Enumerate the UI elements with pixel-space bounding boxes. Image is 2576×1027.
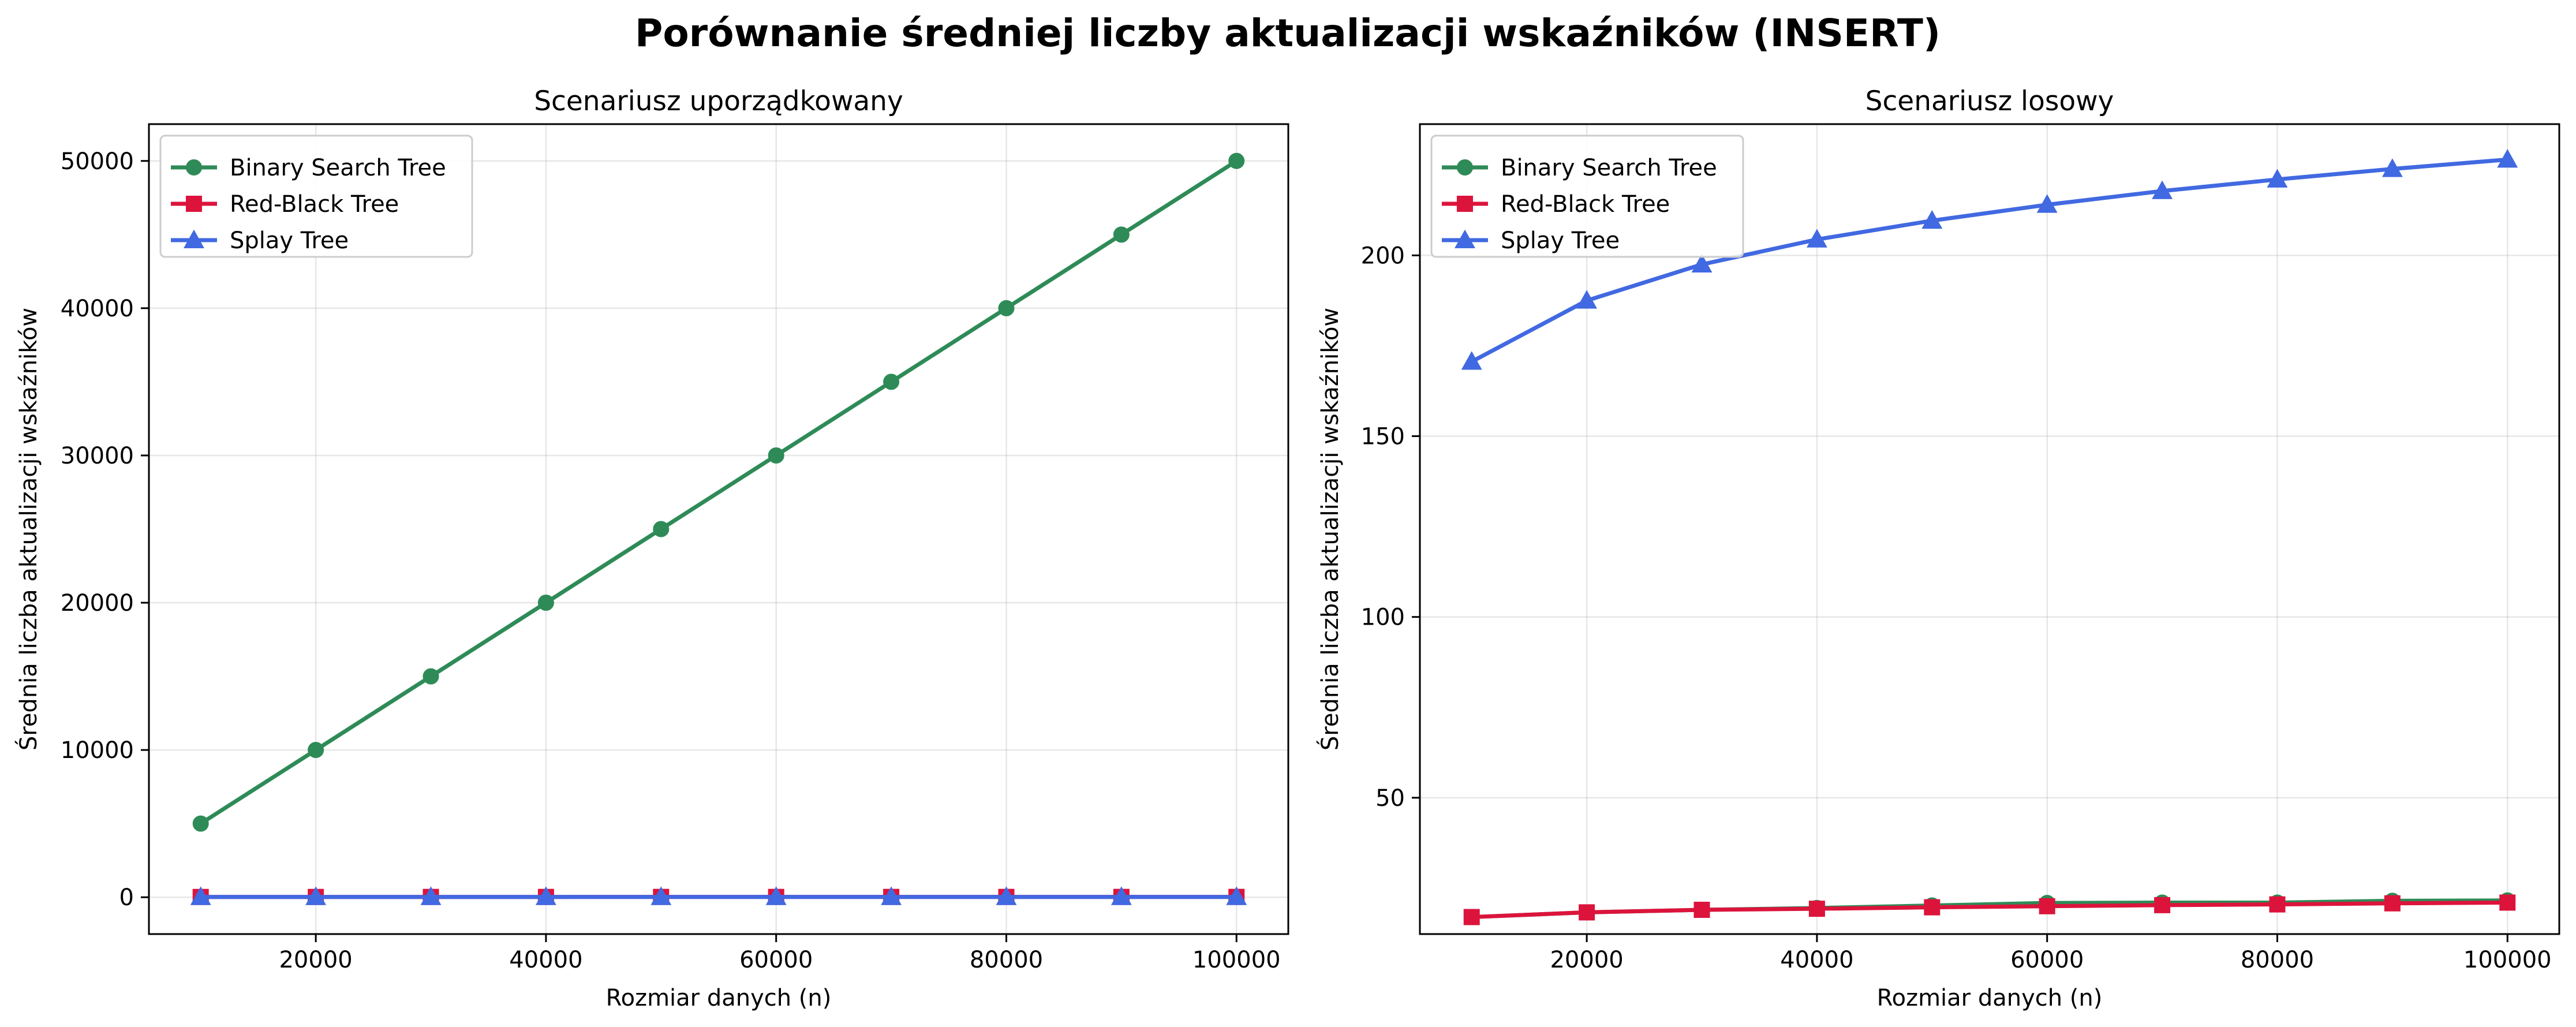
x-tick-label: 100000 <box>2463 947 2552 973</box>
series-line-binary-search-tree <box>199 159 1239 826</box>
series-group <box>190 152 1247 905</box>
data-point-binary-search-tree <box>1228 152 1245 169</box>
data-point-red-black-tree <box>1808 901 1825 917</box>
data-point-splay-tree <box>1921 210 1943 229</box>
y-tick-label: 150 <box>1361 424 1405 450</box>
legend-marker-splay-tree <box>1455 229 1475 248</box>
chart-title: Scenariusz uporządkowany <box>534 85 903 117</box>
data-point-splay-tree <box>1226 886 1247 905</box>
data-point-binary-search-tree <box>768 447 784 464</box>
y-tick-label: 40000 <box>61 296 134 322</box>
x-tick-label: 20000 <box>279 947 352 973</box>
y-tick-label: 50 <box>1375 785 1405 812</box>
x-tick-label: 60000 <box>2010 947 2084 973</box>
data-point-red-black-tree <box>2384 895 2401 912</box>
y-tick-label: 100 <box>1361 604 1405 631</box>
series-group <box>1461 149 2518 925</box>
chart-panel-random: 20000 40000 60000 80000 100000 50 100 150 200 Sce… <box>1316 85 2560 1011</box>
chart-title: Scenariusz losowy <box>1865 85 2114 117</box>
legend-marker-red-black-tree <box>186 196 202 212</box>
data-point-splay-tree <box>650 886 672 905</box>
data-point-splay-tree <box>190 886 211 905</box>
figure-title: Porównanie średniej liczby aktualizacji … <box>635 11 1941 55</box>
data-point-splay-tree <box>1691 253 1713 273</box>
data-point-red-black-tree <box>1693 902 1710 918</box>
x-tick-label: 80000 <box>2241 947 2314 973</box>
legend-label-red-black-tree: Red-Black Tree <box>230 191 399 218</box>
legend-box <box>1430 135 1744 258</box>
legend-marker-red-black-tree <box>1457 196 1473 212</box>
data-point-splay-tree <box>2381 158 2403 177</box>
data-point-splay-tree <box>2497 149 2518 168</box>
y-tick-label: 20000 <box>61 590 134 617</box>
data-point-red-black-tree <box>1924 899 1941 916</box>
data-point-binary-search-tree <box>423 668 439 685</box>
legend-label-binary-search-tree: Binary Search Tree <box>230 155 446 181</box>
data-point-red-black-tree <box>1579 904 1595 921</box>
y-tick-label: 30000 <box>61 443 134 469</box>
data-point-red-black-tree <box>2039 898 2055 914</box>
data-point-splay-tree <box>305 886 327 905</box>
data-point-binary-search-tree <box>537 595 554 611</box>
legend-marker-splay-tree <box>184 229 204 248</box>
data-point-splay-tree <box>1461 351 1482 370</box>
data-point-splay-tree <box>1111 886 1132 905</box>
plot-frame <box>148 123 1289 935</box>
data-point-splay-tree <box>881 886 902 905</box>
data-point-splay-tree <box>535 886 556 905</box>
data-point-red-black-tree <box>1463 909 1480 925</box>
legend-marker-binary-search-tree <box>186 159 202 175</box>
legend-marker-binary-search-tree <box>1457 159 1473 175</box>
y-axis-label: Średnia liczba aktualizacji wskaźników <box>1316 308 1344 750</box>
x-tick-label: 20000 <box>1550 947 1623 973</box>
data-point-red-black-tree <box>2269 896 2286 913</box>
x-axis-label: Rozmiar danych (n) <box>1877 985 2103 1011</box>
data-point-binary-search-tree <box>883 374 900 390</box>
data-point-splay-tree <box>765 886 787 905</box>
legend-label-splay-tree: Splay Tree <box>1501 227 1620 254</box>
y-tick-label: 50000 <box>61 148 134 175</box>
x-tick-label: 60000 <box>739 947 813 973</box>
series-line-red-black-tree <box>1470 901 2510 920</box>
data-point-splay-tree <box>996 886 1017 905</box>
data-point-splay-tree <box>2152 180 2173 199</box>
legend-label-splay-tree: Splay Tree <box>230 227 349 254</box>
y-axis-label: Średnia liczba aktualizacji wskaźników <box>14 308 42 750</box>
data-point-binary-search-tree <box>998 300 1015 316</box>
data-point-splay-tree <box>420 886 442 905</box>
data-point-splay-tree <box>1806 229 1827 248</box>
data-point-splay-tree <box>2036 194 2058 213</box>
legend-box <box>159 135 473 258</box>
data-point-binary-search-tree <box>653 521 670 537</box>
legend-label-binary-search-tree: Binary Search Tree <box>1501 155 1717 181</box>
data-point-red-black-tree <box>2499 894 2516 911</box>
series-line-splay-tree <box>1470 157 2510 364</box>
data-point-splay-tree <box>2267 169 2288 188</box>
data-point-splay-tree <box>1576 290 1598 309</box>
legend-label-red-black-tree: Red-Black Tree <box>1501 191 1670 218</box>
x-axis-label: Rozmiar danych (n) <box>606 985 832 1011</box>
x-tick-label: 100000 <box>1192 947 1281 973</box>
data-point-red-black-tree <box>2154 897 2171 913</box>
plot-frame <box>1419 123 2560 935</box>
y-tick-label: 0 <box>119 884 134 911</box>
data-point-binary-search-tree <box>192 815 209 832</box>
x-tick-label: 80000 <box>970 947 1043 973</box>
data-point-binary-search-tree <box>1113 226 1130 243</box>
y-tick-label: 200 <box>1361 242 1405 269</box>
legend: Binary Search Tree Red-Black Tree Splay Tr… <box>159 135 473 258</box>
y-tick-label: 10000 <box>61 737 134 764</box>
x-tick-label: 40000 <box>1780 947 1853 973</box>
data-point-binary-search-tree <box>308 742 324 759</box>
x-tick-label: 40000 <box>509 947 582 973</box>
legend: Binary Search Tree Red-Black Tree Splay Tr… <box>1430 135 1744 258</box>
chart-panel-ordered: 20000 40000 60000 80000 100000 0 10000 20000 300… <box>14 85 1289 1011</box>
